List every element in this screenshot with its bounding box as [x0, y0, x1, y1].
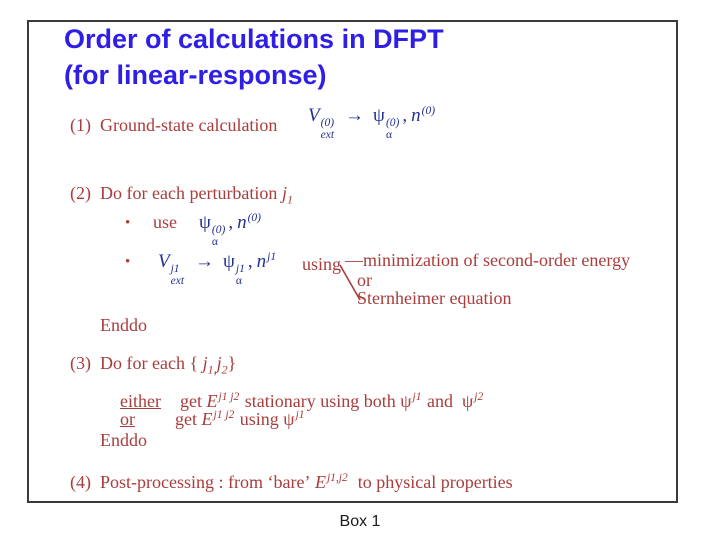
math-sup-j1j2: j1 j2	[218, 391, 240, 403]
math-sup-j1: j1	[412, 391, 422, 403]
enddo-2: Enddo	[100, 430, 147, 450]
using-text: using	[239, 409, 279, 429]
step-3-row: (3) Do for each { j1,j2}	[70, 351, 236, 382]
option-minimization: —minimization of second-order energy	[345, 250, 631, 270]
option-dash: —	[345, 250, 363, 270]
math-psi: ψ	[223, 251, 235, 272]
step-1-text: Ground-state calculation	[100, 115, 278, 135]
math-sup-j2: j2	[474, 391, 484, 403]
step-4-row: (4) Post-processing : from ‘bare’ Ej1,j2 …	[70, 470, 513, 494]
using-label: using	[302, 254, 342, 274]
step-1-row: (1) Ground-state calculation	[70, 113, 277, 137]
math-sub-alpha: α	[211, 235, 218, 248]
math-psi: ψ	[373, 105, 385, 126]
step-2-text: Do for each perturbation	[100, 183, 278, 203]
math-sub-alpha: α	[235, 274, 242, 287]
math-E: E	[206, 391, 218, 411]
math-E: E	[314, 472, 326, 492]
math-j: j	[281, 183, 287, 203]
figure-caption: Box 1	[339, 513, 381, 530]
math-sup-0: (0)	[385, 116, 400, 129]
or-label: or	[120, 409, 135, 429]
math-psi: ψ	[400, 391, 412, 411]
math-psi: ψ	[283, 409, 295, 429]
bullet-icon: •	[125, 215, 131, 231]
either-row: either get Ej1 j2 stationary using both ψ…	[120, 391, 484, 411]
step-4-post: to physical properties	[357, 472, 513, 492]
math-comma: ,	[402, 105, 408, 126]
step-4-number: (4)	[70, 472, 91, 492]
and-text: and	[427, 391, 453, 411]
math-sub-1c: 1,	[207, 362, 217, 377]
bullet-use-row: • use ψ (0) α, n(0)	[125, 210, 262, 248]
math-V: V	[158, 251, 170, 272]
math-sub-2: 2	[221, 362, 228, 377]
math-j: j	[216, 353, 222, 373]
step-3-number: (3)	[70, 353, 91, 373]
math-sup-j1cj2: j1,j2	[326, 472, 348, 484]
math-comma: ,	[247, 251, 253, 272]
use-formula: ψ (0) α, n(0)	[199, 211, 262, 247]
math-E: E	[201, 409, 213, 429]
math-psi: ψ	[462, 391, 474, 411]
math-sup-0: (0)	[211, 223, 226, 236]
slide-border-box	[27, 20, 678, 503]
step-2-number: (2)	[70, 183, 91, 203]
option-sternheimer: Sternheimer equation	[357, 288, 512, 308]
math-sup-0: (0)	[421, 104, 436, 117]
math-sub-1: 1	[286, 192, 293, 207]
option-or: or	[357, 270, 372, 290]
math-psi: ψ	[199, 212, 211, 233]
math-j: j	[202, 353, 208, 373]
math-n: n	[256, 251, 267, 272]
step-2-row: (2) Do for each perturbation j1	[70, 181, 293, 212]
math-n: n	[411, 105, 421, 126]
math-sup-0: (0)	[247, 211, 261, 224]
arrow-icon: →	[195, 251, 215, 272]
step-4-pre: Post-processing : from ‘bare’	[100, 472, 311, 492]
or-row: or get Ej1 j2 using ψj1	[120, 409, 306, 429]
math-sup-j1: j1	[170, 262, 180, 275]
math-sup-j1: j1	[235, 262, 245, 275]
get-label: get	[180, 391, 202, 411]
step-3-close-brace: }	[227, 353, 237, 373]
math-comma: ,	[228, 212, 234, 233]
math-sub-ext: ext	[320, 128, 335, 141]
arrow-icon: →	[345, 105, 365, 126]
step-1-number: (1)	[70, 115, 91, 135]
either-label: either	[120, 391, 161, 411]
bullet-icon: •	[125, 254, 131, 270]
math-sup-0: (0)	[320, 116, 335, 129]
math-n: n	[237, 212, 247, 233]
math-sup-j1: j1	[295, 409, 305, 421]
math-sub-ext: ext	[170, 274, 185, 287]
math-sup-j1: j1	[267, 250, 277, 263]
slide-title-line1: Order of calculations in DFPT	[64, 24, 444, 54]
ground-state-formula: V (0) ext → ψ (0) α, n(0)	[308, 104, 436, 141]
slide-title-line2: (for linear-response)	[64, 60, 327, 90]
use-label: use	[153, 212, 177, 232]
math-V: V	[308, 105, 320, 126]
using-connector-line	[339, 264, 361, 301]
slide-title: Order of calculations in DFPT (for linea…	[64, 21, 444, 93]
math-sup-j1j2: j1 j2	[213, 409, 235, 421]
stationary-text: stationary using both	[244, 391, 396, 411]
enddo-1: Enddo	[100, 315, 147, 335]
step-3-text: Do for each {	[100, 353, 199, 373]
get-label: get	[175, 409, 197, 429]
math-sub-alpha: α	[385, 128, 392, 141]
